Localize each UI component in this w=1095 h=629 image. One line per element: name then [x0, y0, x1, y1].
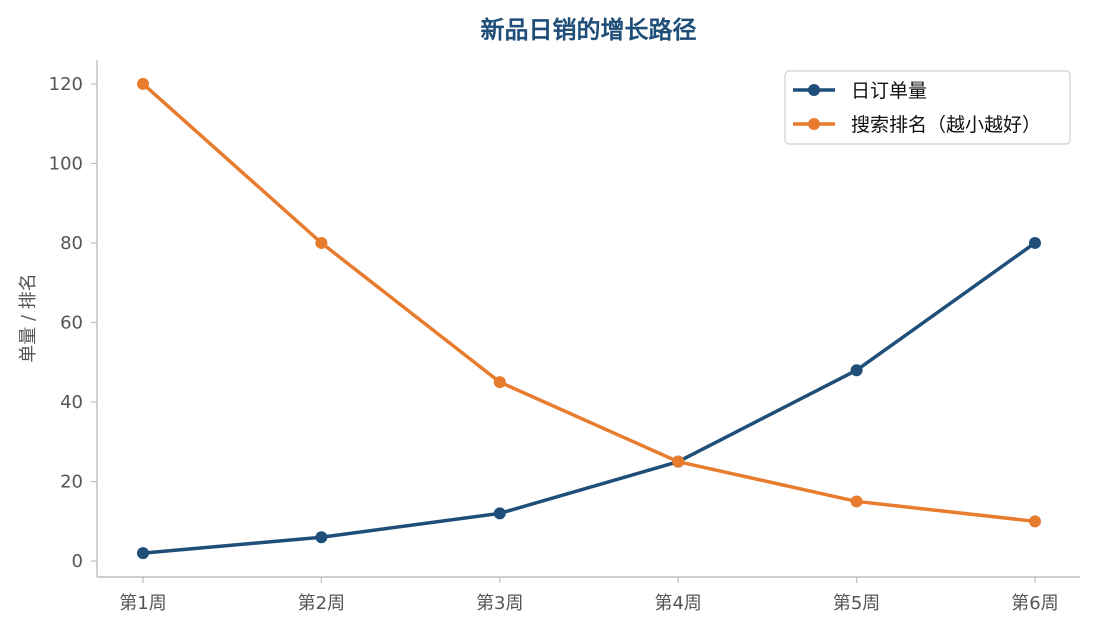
y-tick-label: 60 [60, 312, 83, 333]
legend-label: 搜索排名（越小越好） [851, 114, 1041, 136]
data-point [1029, 515, 1041, 528]
data-point [137, 77, 149, 90]
chart-title: 新品日销的增长路径 [480, 16, 697, 44]
data-point [850, 364, 863, 377]
legend-swatch-marker [808, 84, 820, 96]
y-tick-label: 20 [60, 472, 83, 493]
x-tick-label: 第1周 [119, 593, 166, 614]
x-tick-label: 第3周 [476, 593, 523, 614]
y-tick-label: 120 [49, 74, 83, 95]
y-tick-label: 0 [72, 551, 83, 572]
legend-label: 日订单量 [851, 80, 927, 102]
legend-box [784, 70, 1071, 145]
data-point [493, 507, 506, 520]
x-tick-label: 第2周 [298, 593, 345, 614]
data-point [672, 455, 685, 468]
axes-layer: 0 20 40 60 80 100 120 第1周 第2周 第3周 第4周 第5周 第6周 [49, 60, 1080, 614]
data-point [1029, 236, 1041, 249]
series-line-1 [141, 241, 1037, 555]
legend-swatch-marker [808, 118, 820, 130]
y-axis-label: 单量 / 排名 [18, 273, 39, 363]
x-tick-label: 第6周 [1011, 593, 1058, 614]
x-tick-label: 第5周 [833, 593, 880, 614]
y-tick-label: 100 [49, 153, 83, 174]
y-tick-label: 40 [60, 392, 83, 413]
data-point [315, 531, 328, 544]
y-tick-label: 80 [60, 233, 83, 254]
data-point [315, 236, 328, 249]
series-layer [137, 77, 1041, 560]
data-point [850, 495, 863, 508]
x-tick-label: 第4周 [654, 593, 701, 614]
series-line-2 [141, 82, 1037, 524]
data-point [493, 376, 506, 389]
data-point [137, 547, 149, 560]
